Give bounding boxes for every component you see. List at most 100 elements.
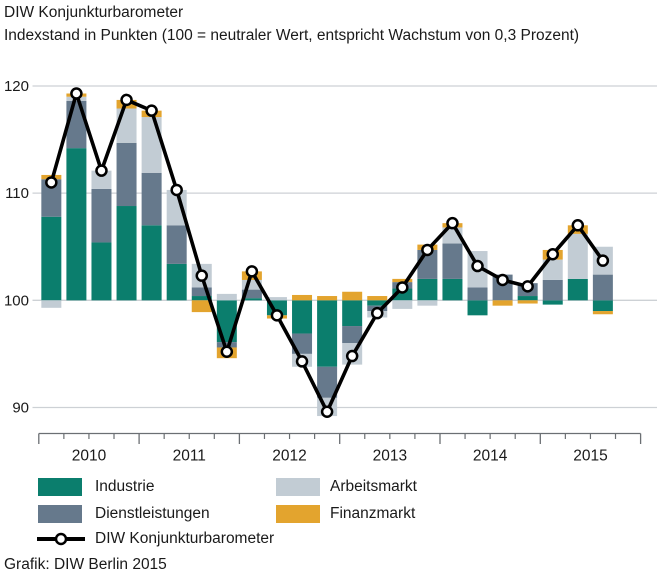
- legend-label-industrie: Industrie: [95, 478, 155, 495]
- line-marker-2014Q4: [521, 280, 534, 293]
- bar-segment-dienstleistungen-2012Q4: [317, 366, 338, 398]
- industrie-swatch: [38, 478, 82, 496]
- x-tick-label-2011: 2011: [173, 448, 206, 465]
- dienstleistungen-swatch: [38, 505, 82, 523]
- bar-segment-dienstleistungen-2010Q4: [116, 142, 137, 207]
- x-tick-label-2013: 2013: [373, 448, 407, 465]
- y-tick-label-90: 90: [12, 399, 29, 416]
- line-marker-2013Q3: [396, 281, 409, 294]
- finanzmarkt-swatch: [276, 505, 320, 523]
- bar-segment-industrie-2014Q2: [467, 300, 488, 316]
- bar-segment-finanzmarkt-2014Q3: [492, 300, 513, 306]
- x-tick-label-2012: 2012: [272, 448, 306, 465]
- credit-caption: Grafik: DIW Berlin 2015: [4, 556, 167, 573]
- bar-segment-arbeitsmarkt-2012Q1: [241, 279, 262, 290]
- bar-segment-dienstleistungen-2015Q3: [592, 274, 613, 301]
- x-tick-label-2015: 2015: [573, 448, 607, 465]
- arbeitsmarkt-swatch: [276, 478, 320, 496]
- y-tick-label-120: 120: [4, 78, 29, 95]
- bar-segment-arbeitsmarkt-2010Q1: [41, 300, 62, 308]
- bar-segment-industrie-2015Q3: [592, 300, 613, 312]
- bar-segment-industrie-2015Q1: [542, 300, 563, 305]
- bar-segment-industrie-2012Q4: [317, 300, 338, 367]
- bar-segment-dienstleistungen-2014Q1: [442, 243, 463, 279]
- line-marker-2012Q3: [295, 355, 309, 368]
- bar-segment-finanzmarkt-2014Q4: [517, 300, 538, 304]
- line-marker-2011Q3: [195, 269, 209, 282]
- bar-segment-arbeitsmarkt-2011Q2: [166, 189, 187, 226]
- bar-segment-finanzmarkt-2013Q1: [342, 291, 363, 301]
- y-tick-label-100: 100: [4, 292, 29, 309]
- bar-segment-industrie-2014Q4: [517, 296, 538, 301]
- bar-segment-arbeitsmarkt-2010Q3: [91, 170, 112, 189]
- line-marker-2015Q3: [596, 254, 610, 267]
- bar-segment-industrie-2010Q4: [116, 206, 137, 301]
- bar-segment-industrie-2013Q1: [342, 300, 363, 327]
- line-marker-2012Q2: [270, 309, 284, 322]
- bar-segment-dienstleistungen-2011Q2: [166, 225, 187, 264]
- line-marker-2015Q1: [546, 247, 559, 261]
- legend-item-arbeitsmarkt: [276, 478, 320, 496]
- bar-segment-dienstleistungen-2011Q3: [191, 287, 212, 297]
- bar-segment-industrie-2010Q1: [41, 216, 62, 301]
- figure-header: DIW Konjunkturbarometer Indexstand in Pu…: [4, 2, 579, 47]
- marker-sample: [54, 532, 68, 546]
- x-tick-label-2014: 2014: [473, 448, 508, 465]
- barometer-line-swatch: [37, 532, 85, 546]
- bar-segment-industrie-2012Q3: [292, 300, 313, 334]
- line-marker-2011Q4: [220, 345, 234, 359]
- bar-segment-arbeitsmarkt-2010Q4: [116, 108, 137, 143]
- legend-label-dienstleistungen: Dienstleistungen: [95, 505, 210, 522]
- chart-legend: Industrie Dienstleistungen Arbeitsmarkt …: [0, 473, 668, 551]
- bar-segment-industrie-2013Q2: [367, 300, 388, 306]
- legend-item-barometer-line: [36, 530, 86, 548]
- line-marker-2013Q1: [345, 349, 359, 363]
- line-marker-2012Q1: [245, 265, 259, 278]
- bar-segment-industrie-2011Q1: [141, 225, 162, 301]
- bar-segment-industrie-2010Q2: [66, 148, 87, 301]
- bar-segment-arbeitsmarkt-2015Q1: [542, 259, 563, 280]
- bar-segment-dienstleistungen-2015Q1: [542, 279, 563, 301]
- bar-segment-dienstleistungen-2012Q1: [241, 289, 262, 299]
- bar-segment-industrie-2013Q3: [392, 288, 413, 301]
- bar-segment-finanzmarkt-2012Q3: [292, 294, 313, 301]
- bar-segment-industrie-2011Q2: [166, 263, 187, 301]
- line-marker-2010Q1: [45, 176, 58, 189]
- line-marker-2010Q3: [95, 164, 108, 177]
- bar-segment-dienstleistungen-2014Q2: [467, 287, 488, 301]
- line-marker-2011Q2: [170, 183, 183, 197]
- bar-segment-industrie-2013Q4: [417, 278, 438, 301]
- chart-title: DIW Konjunkturbarometer: [4, 4, 184, 21]
- legend-item-industrie: [38, 478, 82, 496]
- line-marker-2012Q4: [320, 405, 334, 419]
- bar-segment-arbeitsmarkt-2011Q4: [216, 293, 237, 301]
- line-marker-2010Q2: [70, 87, 83, 100]
- bar-segment-finanzmarkt-2015Q3: [592, 311, 613, 315]
- line-marker-2014Q2: [471, 259, 484, 273]
- y-tick-label-110: 110: [5, 185, 29, 202]
- bar-segment-dienstleistungen-2010Q3: [91, 188, 112, 243]
- line-marker-2013Q4: [421, 243, 434, 257]
- bar-segment-finanzmarkt-2012Q4: [317, 296, 338, 301]
- line-marker-2014Q3: [496, 273, 509, 287]
- bar-segment-dienstleistungen-2010Q1: [41, 179, 62, 217]
- legend-label-arbeitsmarkt: Arbeitsmarkt: [330, 478, 417, 495]
- legend-item-finanzmarkt: [276, 505, 320, 523]
- bar-segment-arbeitsmarkt-2013Q3: [392, 300, 413, 309]
- line-marker-2015Q2: [571, 219, 585, 232]
- bar-segment-industrie-2010Q3: [91, 242, 112, 301]
- bar-segment-industrie-2012Q1: [241, 298, 262, 301]
- bar-segment-dienstleistungen-2011Q4: [216, 342, 237, 348]
- line-marker-2011Q1: [145, 104, 158, 117]
- bar-segment-arbeitsmarkt-2012Q2: [266, 297, 287, 301]
- bar-segment-industrie-2011Q3: [191, 296, 212, 301]
- bar-segment-dienstleistungen-2013Q1: [342, 326, 363, 344]
- bar-segment-finanzmarkt-2013Q3: [392, 278, 413, 283]
- bar-segment-arbeitsmarkt-2013Q4: [417, 300, 438, 306]
- legend-label-finanzmarkt: Finanzmarkt: [330, 505, 416, 522]
- line-marker-2013Q2: [370, 306, 384, 320]
- bar-segment-arbeitsmarkt-2011Q1: [141, 117, 162, 173]
- bar-segment-industrie-2015Q2: [567, 278, 588, 301]
